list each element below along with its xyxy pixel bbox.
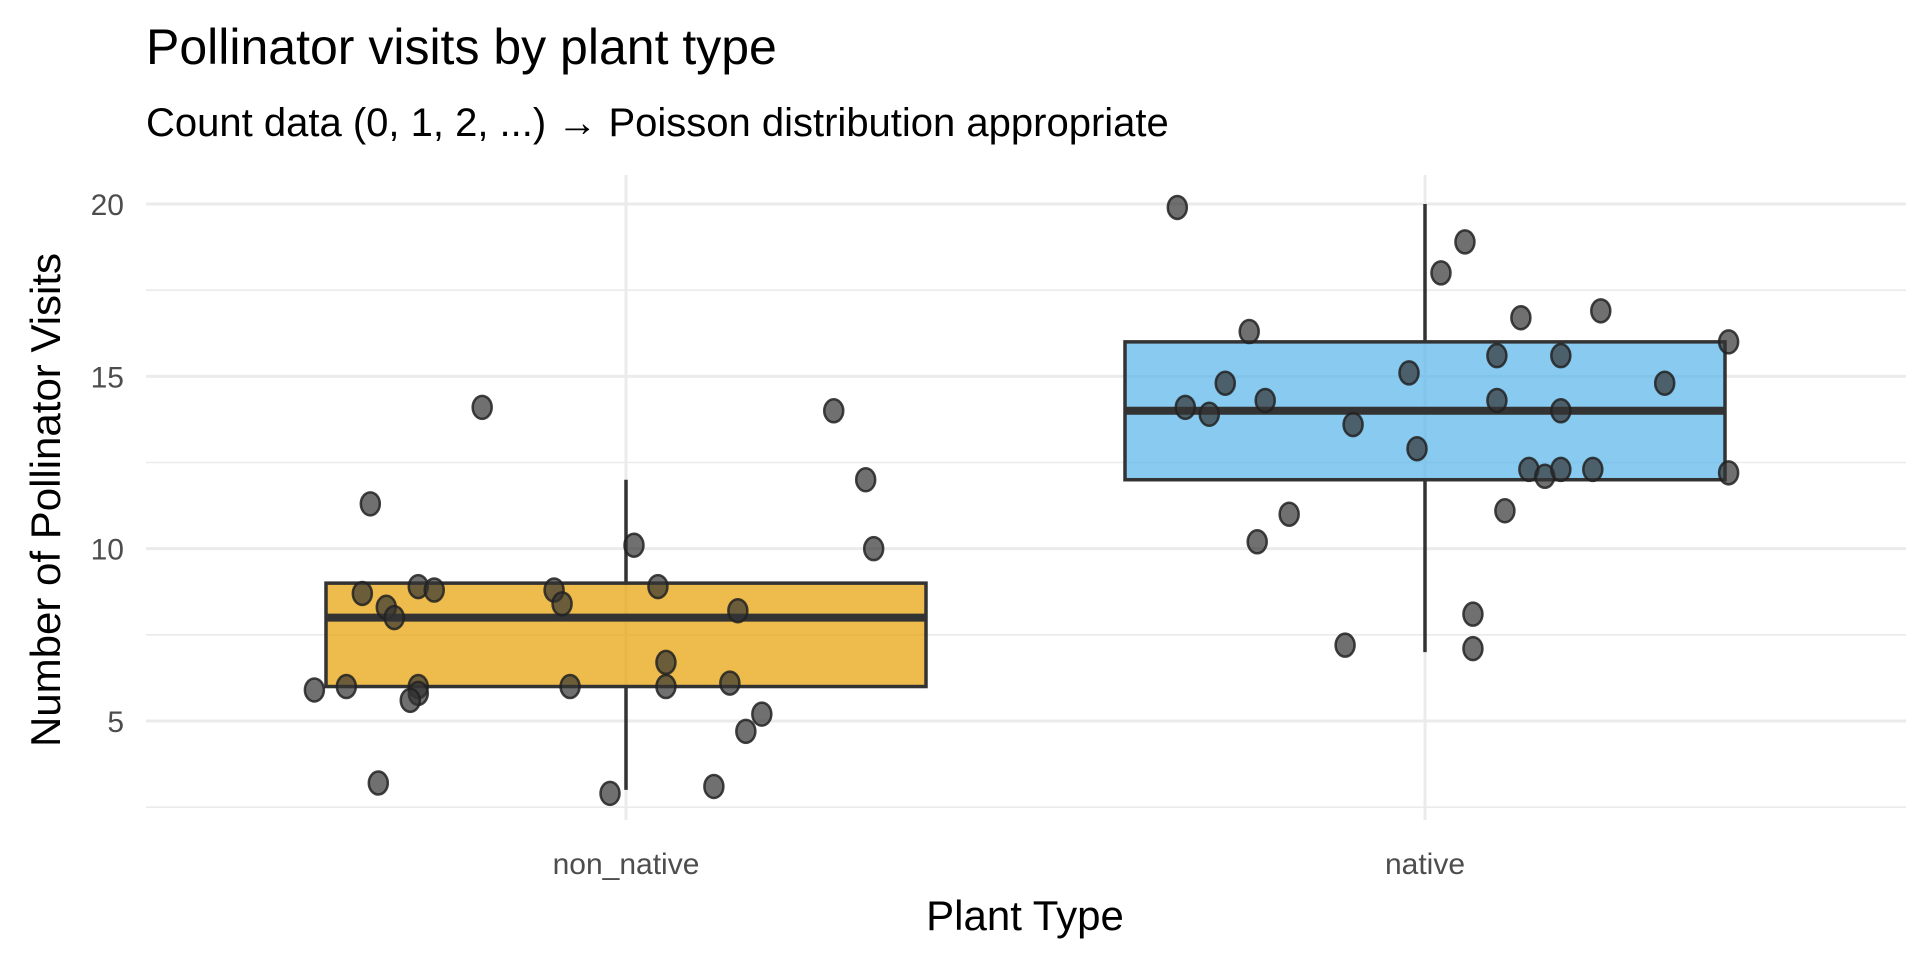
data-point <box>1494 498 1516 524</box>
x-tick-label-non-native: non_native <box>553 848 700 881</box>
data-point <box>1334 632 1356 658</box>
data-point <box>1278 501 1300 527</box>
data-point <box>655 649 677 676</box>
y-tick-label: 10 <box>91 534 124 567</box>
data-point <box>1550 398 1572 424</box>
data-point <box>1717 329 1740 355</box>
data-point <box>703 773 725 800</box>
data-point <box>623 532 645 558</box>
y-tick-label: 5 <box>107 706 124 739</box>
data-point <box>335 673 358 700</box>
data-point <box>367 770 390 796</box>
data-point <box>1406 435 1428 462</box>
data-point <box>1462 635 1484 662</box>
data-point <box>1430 260 1452 286</box>
data-point <box>423 577 445 603</box>
data-point <box>1254 387 1276 414</box>
chart-subtitle: Count data (0, 1, 2, ...) → Poisson dist… <box>146 101 1169 145</box>
data-point <box>1717 460 1740 486</box>
data-point <box>1582 456 1604 483</box>
data-point <box>854 466 877 493</box>
data-point <box>1486 387 1508 414</box>
data-point <box>1462 601 1484 627</box>
chart-title: Pollinator visits by plant type <box>146 19 777 75</box>
y-tick-label: 15 <box>91 361 124 394</box>
data-point <box>599 780 621 807</box>
x-axis-ticks: non_native native <box>553 848 1465 881</box>
x-axis-title: Plant Type <box>926 892 1124 939</box>
data-point <box>359 491 382 517</box>
y-axis-ticks: 5 10 15 20 <box>91 189 124 739</box>
data-point <box>351 580 374 607</box>
data-point <box>719 670 741 696</box>
data-point <box>735 718 757 745</box>
data-point <box>1653 370 1676 396</box>
data-point <box>1174 394 1197 421</box>
data-point <box>1214 370 1236 396</box>
x-tick-label-native: native <box>1385 848 1465 881</box>
data-point <box>822 398 845 424</box>
data-point <box>1166 194 1189 221</box>
data-point <box>1342 411 1364 438</box>
data-point <box>399 687 422 714</box>
gridlines <box>146 175 1906 820</box>
data-point <box>1246 529 1268 555</box>
data-point <box>647 573 669 600</box>
data-point <box>727 597 749 624</box>
data-point <box>1238 318 1260 345</box>
box-non-native <box>324 479 928 790</box>
data-point <box>1198 401 1221 427</box>
data-point <box>1486 342 1508 369</box>
data-point <box>1454 229 1476 255</box>
data-point <box>1590 298 1612 324</box>
data-point <box>1510 304 1532 331</box>
data-point <box>1550 456 1572 483</box>
data-point <box>1398 360 1420 386</box>
data-points <box>303 194 1740 807</box>
box-body <box>324 581 928 689</box>
data-point <box>559 673 581 700</box>
y-tick-label: 20 <box>91 189 124 222</box>
data-point <box>1550 342 1572 369</box>
y-axis-title: Number of Pollinator Visits <box>22 253 69 747</box>
data-point <box>655 673 677 700</box>
data-point <box>383 604 406 631</box>
data-point <box>471 394 493 421</box>
boxes <box>324 204 1727 790</box>
data-point <box>551 591 573 617</box>
data-point <box>862 535 885 562</box>
box-native <box>1123 204 1727 653</box>
data-point <box>303 677 326 703</box>
data-point <box>751 701 773 727</box>
